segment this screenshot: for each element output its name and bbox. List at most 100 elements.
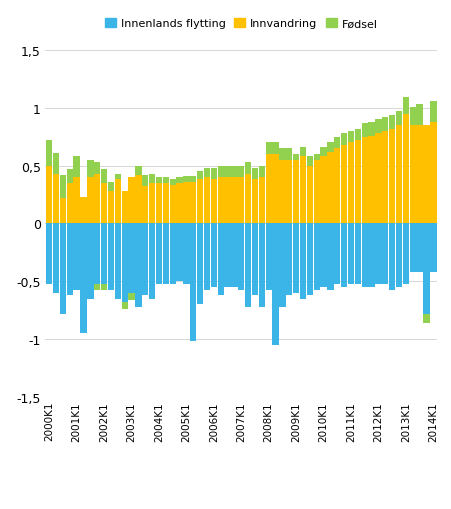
- Bar: [389, 129, 396, 224]
- Bar: [375, 224, 382, 284]
- Bar: [217, 166, 224, 178]
- Bar: [334, 149, 341, 224]
- Bar: [46, 166, 52, 224]
- Bar: [300, 148, 306, 157]
- Bar: [225, 178, 231, 224]
- Bar: [279, 149, 285, 160]
- Bar: [101, 284, 107, 291]
- Bar: [396, 126, 402, 224]
- Bar: [245, 224, 251, 307]
- Bar: [355, 141, 361, 224]
- Bar: [176, 184, 183, 224]
- Bar: [307, 224, 313, 296]
- Bar: [238, 166, 244, 178]
- Bar: [190, 177, 197, 182]
- Bar: [170, 224, 176, 284]
- Bar: [245, 175, 251, 224]
- Bar: [252, 224, 258, 296]
- Bar: [217, 224, 224, 296]
- Bar: [430, 123, 437, 224]
- Bar: [129, 224, 135, 293]
- Bar: [80, 197, 87, 224]
- Bar: [238, 178, 244, 224]
- Bar: [321, 224, 327, 288]
- Bar: [53, 224, 59, 293]
- Bar: [410, 126, 416, 224]
- Bar: [279, 160, 285, 224]
- Bar: [156, 224, 162, 284]
- Bar: [129, 293, 135, 300]
- Bar: [74, 224, 80, 291]
- Bar: [252, 180, 258, 224]
- Bar: [121, 302, 128, 309]
- Bar: [410, 224, 416, 272]
- Bar: [129, 178, 135, 224]
- Bar: [259, 224, 265, 307]
- Bar: [382, 118, 388, 132]
- Bar: [382, 132, 388, 224]
- Bar: [142, 187, 148, 224]
- Bar: [327, 224, 334, 291]
- Bar: [80, 224, 87, 333]
- Bar: [204, 178, 210, 224]
- Bar: [115, 224, 121, 299]
- Bar: [293, 160, 299, 224]
- Bar: [142, 224, 148, 296]
- Bar: [238, 224, 244, 291]
- Bar: [53, 175, 59, 224]
- Bar: [183, 177, 189, 182]
- Bar: [279, 224, 285, 307]
- Bar: [135, 166, 142, 176]
- Bar: [403, 98, 409, 115]
- Bar: [211, 168, 217, 180]
- Bar: [272, 155, 279, 224]
- Bar: [362, 124, 368, 137]
- Bar: [321, 157, 327, 224]
- Bar: [375, 120, 382, 134]
- Bar: [149, 175, 155, 184]
- Bar: [423, 126, 430, 224]
- Bar: [67, 224, 73, 296]
- Bar: [170, 180, 176, 186]
- Bar: [313, 224, 320, 291]
- Bar: [156, 184, 162, 224]
- Bar: [149, 224, 155, 299]
- Bar: [362, 224, 368, 288]
- Bar: [355, 224, 361, 284]
- Bar: [74, 178, 80, 224]
- Bar: [108, 192, 114, 224]
- Bar: [176, 224, 183, 281]
- Bar: [231, 166, 238, 178]
- Bar: [341, 134, 347, 146]
- Bar: [87, 224, 93, 299]
- Bar: [286, 160, 292, 224]
- Bar: [60, 176, 66, 199]
- Bar: [362, 137, 368, 224]
- Bar: [149, 184, 155, 224]
- Bar: [300, 157, 306, 224]
- Bar: [375, 134, 382, 224]
- Bar: [197, 224, 203, 305]
- Bar: [163, 178, 169, 184]
- Bar: [355, 129, 361, 141]
- Bar: [121, 192, 128, 224]
- Bar: [334, 137, 341, 149]
- Bar: [94, 284, 101, 291]
- Bar: [183, 224, 189, 284]
- Bar: [94, 163, 101, 175]
- Bar: [272, 224, 279, 345]
- Bar: [334, 224, 341, 284]
- Bar: [341, 146, 347, 224]
- Bar: [348, 132, 354, 143]
- Bar: [94, 224, 101, 284]
- Bar: [368, 136, 375, 224]
- Bar: [60, 199, 66, 224]
- Bar: [423, 224, 430, 314]
- Bar: [327, 152, 334, 224]
- Bar: [225, 224, 231, 288]
- Bar: [245, 163, 251, 175]
- Bar: [101, 184, 107, 224]
- Bar: [67, 184, 73, 224]
- Bar: [101, 169, 107, 184]
- Bar: [348, 143, 354, 224]
